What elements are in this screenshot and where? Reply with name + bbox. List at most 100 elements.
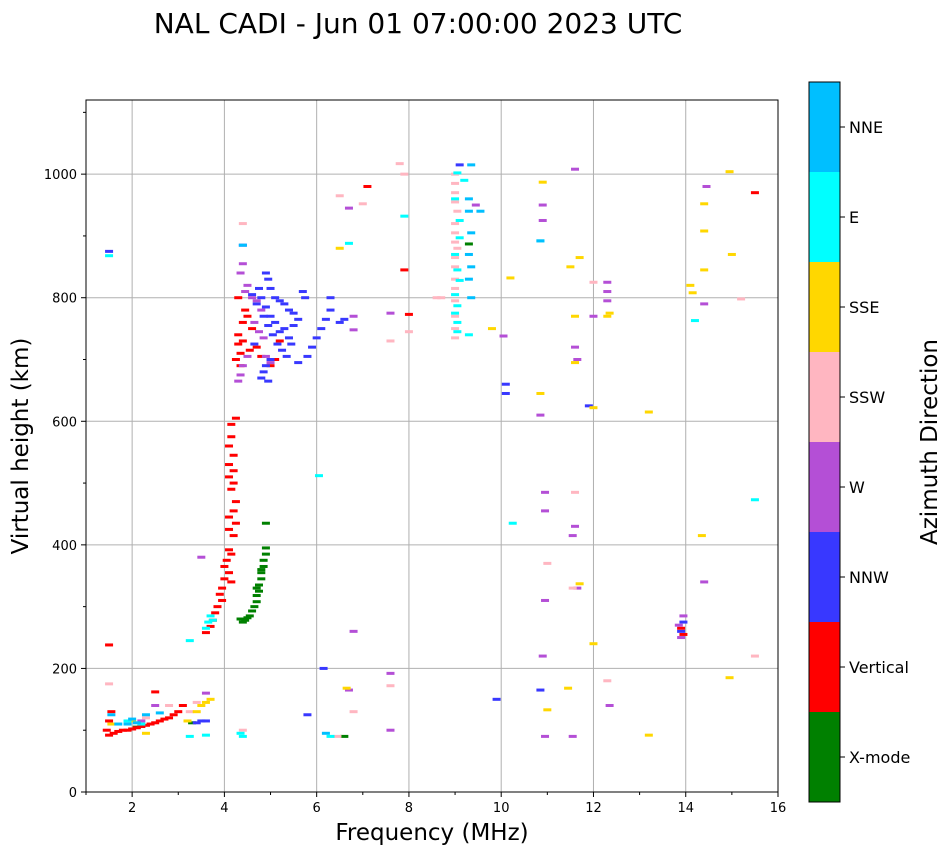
data-point-e <box>344 241 353 245</box>
data-point-ssw <box>238 222 247 226</box>
data-point-vertical <box>677 626 686 630</box>
data-point-vertical <box>241 308 250 312</box>
y-tick-label: 600 <box>52 415 77 430</box>
x-tick-label: 8 <box>405 801 413 816</box>
colorbar-segment <box>809 82 840 172</box>
colorbar-label: SSW <box>849 388 885 407</box>
colorbar-frame <box>808 81 841 803</box>
data-point-e <box>208 618 217 622</box>
data-point-w <box>248 296 257 300</box>
data-point-nnw <box>261 364 270 368</box>
data-point-vertical <box>229 534 238 538</box>
data-point-nnw <box>294 317 303 321</box>
data-point-nnw <box>264 324 273 328</box>
data-point-ssw <box>451 286 460 290</box>
data-point-vertical <box>227 422 236 426</box>
colorbar-segment <box>809 622 840 712</box>
data-point-e <box>453 330 462 334</box>
data-point-nnw <box>536 688 545 692</box>
data-point-nne <box>464 252 473 256</box>
data-point-nnw <box>266 314 275 318</box>
chart-title: NAL CADI - Jun 01 07:00:00 2023 UTC <box>154 7 683 40</box>
data-point-sse <box>589 642 598 646</box>
x-tick-label: 10 <box>493 801 510 816</box>
data-point-nnw <box>275 299 284 303</box>
data-point-sse <box>644 733 653 737</box>
data-point-vertical <box>213 605 222 609</box>
data-point-ssw <box>165 704 174 707</box>
data-point-x-mode <box>261 546 270 550</box>
colorbar-title: Azimuth Direction <box>917 339 943 545</box>
data-point-e <box>453 304 462 308</box>
data-point-nnw <box>312 336 321 340</box>
data-point-vertical <box>105 733 114 737</box>
data-point-vertical <box>225 463 234 467</box>
data-point-e <box>105 254 114 258</box>
data-point-e <box>451 311 460 315</box>
colorbar-label: Vertical <box>849 658 909 677</box>
data-point-e <box>750 498 759 502</box>
data-point-nnw <box>192 721 201 725</box>
data-point-vertical <box>174 710 183 714</box>
data-point-vertical <box>271 358 280 361</box>
data-point-nne <box>107 713 116 717</box>
data-point-ssw <box>589 280 598 284</box>
data-point-x-mode <box>257 577 266 581</box>
data-point-ssw <box>451 256 460 260</box>
data-point-vertical <box>102 728 111 732</box>
data-point-ssw <box>451 265 460 269</box>
x-axis-label: Frequency (MHz) <box>335 820 528 846</box>
data-point-nnw <box>282 354 291 358</box>
data-point-nnw <box>261 271 270 275</box>
data-point-vertical <box>165 716 174 720</box>
colorbar-segment <box>809 532 840 622</box>
data-point-sse <box>700 229 709 233</box>
data-point-ssw <box>737 297 746 301</box>
data-point-sse <box>566 265 575 269</box>
data-point-x-mode <box>255 583 263 587</box>
data-point-nne <box>467 163 476 167</box>
data-point-vertical <box>169 713 178 717</box>
data-point-w <box>674 623 683 627</box>
data-point-e <box>204 620 213 624</box>
data-point-w <box>386 671 395 675</box>
data-point-vertical <box>178 704 187 707</box>
data-point-vertical <box>679 632 688 636</box>
data-point-nnw <box>303 713 312 717</box>
data-point-vertical <box>109 731 118 735</box>
data-point-vertical <box>201 631 210 635</box>
data-point-vertical <box>363 185 372 188</box>
data-point-vertical <box>266 364 275 368</box>
data-point-nnw <box>261 305 270 309</box>
data-point-vertical <box>220 564 229 568</box>
data-point-sse <box>686 283 695 287</box>
data-point-w <box>197 555 206 559</box>
data-point-w <box>137 719 146 723</box>
data-point-ssw <box>603 679 612 683</box>
data-point-nnw <box>280 327 289 331</box>
data-point-w <box>679 614 688 618</box>
data-point-vertical <box>123 728 132 732</box>
data-point-x-mode <box>252 586 261 590</box>
data-point-x-mode <box>241 618 250 622</box>
data-point-w <box>700 302 709 306</box>
data-point-nnw <box>271 296 280 300</box>
data-point-ssw <box>451 314 460 318</box>
data-point-ssw <box>543 561 552 565</box>
data-point-sse <box>571 314 580 318</box>
data-point-e <box>238 734 247 738</box>
data-point-sse <box>725 676 734 680</box>
data-point-w <box>236 271 245 275</box>
data-point-nne <box>132 721 141 725</box>
data-point-w <box>573 358 582 361</box>
data-point-nne <box>467 265 476 269</box>
data-point-w <box>538 218 547 222</box>
colorbar-segment <box>809 442 840 532</box>
data-point-x-mode <box>188 721 197 725</box>
data-point-sse <box>538 180 547 184</box>
data-point-nnw <box>105 249 114 253</box>
data-point-w <box>236 373 245 377</box>
data-point-vertical <box>238 320 247 324</box>
data-point-vertical <box>118 728 127 732</box>
